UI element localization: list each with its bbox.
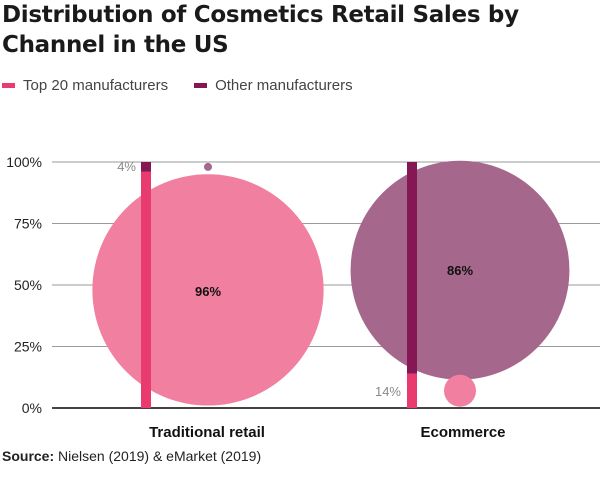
legend-item-top20: Top 20 manufacturers (2, 77, 168, 94)
data-label-ecommerce-other: 86% (447, 263, 473, 278)
x-category-label: Ecommerce (420, 424, 505, 440)
chart-title: Distribution of Cosmetics Retail Sales b… (2, 2, 519, 58)
legend-swatch-other (194, 82, 208, 88)
bubble-traditional-other (204, 162, 212, 171)
data-label-ecommerce-top20: 14% (375, 384, 401, 399)
source-note: Source: Nielsen (2019) & eMarket (2019) (2, 448, 261, 464)
bubble-chart: 0% 25% 50% 75% 100% 4% 96% 86% 14% Traditional re… (6, 154, 600, 440)
y-tick-label: 100% (6, 154, 42, 170)
legend-label-other: Other manufacturers (215, 76, 353, 94)
legend-item-other: Other manufacturers (194, 77, 353, 94)
legend-label-top20: Top 20 manufacturers (23, 76, 169, 94)
y-tick-label: 25% (14, 339, 42, 355)
x-category-label: Traditional retail (149, 424, 265, 440)
bar-traditional-other (141, 162, 151, 172)
legend-swatch-top20 (2, 82, 15, 88)
bar-ecommerce-other (407, 162, 417, 374)
y-tick-label: 50% (14, 277, 42, 293)
source-label: Source: (2, 448, 55, 464)
bar-ecommerce-top20 (407, 373, 417, 408)
y-tick-label: 75% (14, 216, 42, 232)
y-tick-label: 0% (22, 400, 42, 416)
data-label-traditional-other: 4% (117, 159, 136, 174)
legend: Top 20 manufacturers Other manufacturers (2, 74, 379, 96)
source-text: Nielsen (2019) & eMarket (2019) (58, 448, 262, 464)
bar-traditional-top20 (141, 171, 151, 408)
bubble-ecommerce-other (350, 160, 570, 380)
data-label-traditional-top20: 96% (195, 284, 221, 299)
bubble-ecommerce-top20 (444, 374, 476, 407)
